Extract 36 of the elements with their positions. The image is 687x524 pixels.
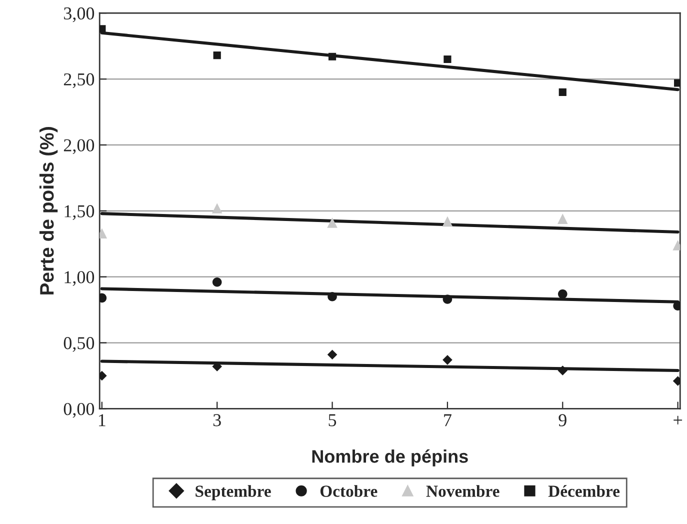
x-tick-label: 7 bbox=[444, 414, 452, 426]
point bbox=[212, 277, 222, 287]
y-tick-label: 3,00 bbox=[64, 7, 94, 22]
x-tick-label: 9 bbox=[558, 414, 566, 426]
legend-label: Novembre bbox=[426, 485, 500, 497]
legend-label: Décembre bbox=[548, 485, 620, 497]
x-tick-label: 3 bbox=[213, 414, 221, 426]
point bbox=[674, 79, 680, 87]
point bbox=[558, 88, 566, 96]
legend-label: Octobre bbox=[320, 485, 378, 497]
y-tick-label: 2,00 bbox=[64, 139, 94, 154]
y-tick-label: 0,50 bbox=[64, 337, 94, 352]
point bbox=[328, 52, 336, 60]
x-axis-title: Nombre de pépins bbox=[312, 449, 468, 466]
y-tick-label: 0,00 bbox=[64, 402, 94, 418]
y-tick-label: 2,50 bbox=[64, 73, 94, 88]
point bbox=[212, 362, 222, 372]
point bbox=[442, 355, 452, 365]
point bbox=[328, 292, 337, 302]
y-axis-title: Perte de poids (%) bbox=[39, 127, 58, 294]
point bbox=[442, 294, 452, 304]
x-tick-label: + bbox=[674, 416, 682, 424]
point bbox=[327, 350, 338, 360]
x-tick-label: 1 bbox=[98, 414, 106, 426]
point bbox=[558, 366, 568, 376]
point bbox=[212, 203, 222, 214]
y-tick-label: 1,50 bbox=[64, 205, 94, 220]
point bbox=[442, 216, 453, 227]
legend-label: Septembre bbox=[196, 485, 271, 500]
x-tick-label: 5 bbox=[328, 414, 336, 426]
point bbox=[327, 218, 338, 228]
point bbox=[557, 214, 568, 224]
point bbox=[558, 289, 568, 299]
y-tick-label: 1,00 bbox=[64, 271, 94, 286]
point bbox=[213, 51, 221, 60]
point bbox=[444, 55, 452, 64]
